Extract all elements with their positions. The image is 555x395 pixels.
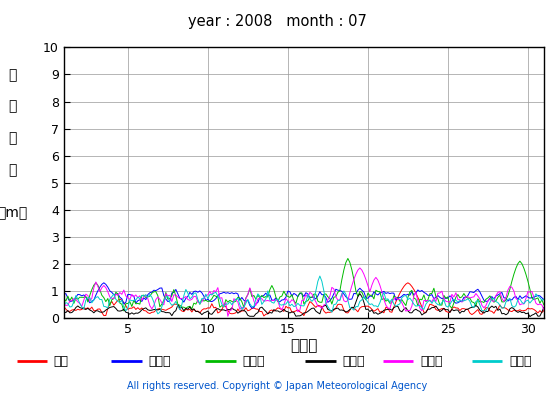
Line: 松前: 松前: [64, 283, 555, 316]
福江島: [60, 301, 67, 306]
Text: 石庫崎: 石庫崎: [243, 355, 265, 368]
X-axis label: （日）: （日）: [290, 339, 317, 354]
Text: year : 2008   month : 07: year : 2008 month : 07: [188, 14, 367, 29]
石庫崎: [120, 308, 127, 313]
江ノ島: [311, 295, 317, 300]
松前: [60, 304, 67, 309]
Text: 高: 高: [8, 163, 17, 177]
松前: [306, 299, 313, 304]
Line: 佐多岸: 佐多岸: [64, 276, 555, 314]
経ケ岸: [541, 305, 547, 310]
福江島: [541, 307, 547, 312]
佐多岸: [475, 298, 481, 303]
石庫崎: [437, 303, 443, 307]
松前: [275, 305, 281, 310]
石庫崎: [475, 297, 481, 301]
Text: 有: 有: [8, 68, 17, 82]
福江島: [356, 265, 363, 270]
Line: 石庫崎: 石庫崎: [64, 258, 555, 311]
福江島: [309, 292, 315, 296]
石庫崎: [541, 303, 547, 307]
佐多岸: [495, 300, 501, 305]
松前: [547, 314, 553, 319]
佐多岸: [316, 274, 323, 278]
Text: 佐多岸: 佐多岸: [509, 355, 532, 368]
福江島: [276, 305, 283, 310]
江ノ島: [100, 280, 107, 285]
石庫崎: [309, 295, 315, 300]
Text: （m）: （m）: [0, 206, 27, 220]
石庫崎: [345, 256, 351, 261]
福江島: [475, 293, 481, 298]
石庫崎: [276, 295, 283, 299]
佐多岸: [276, 302, 283, 307]
江ノ島: [437, 295, 443, 300]
松前: [492, 308, 499, 312]
佐多岸: [60, 303, 67, 308]
江ノ島: [541, 297, 547, 302]
松前: [538, 310, 545, 315]
Line: 福江島: 福江島: [64, 268, 555, 316]
松前: [435, 308, 441, 313]
福江島: [437, 291, 443, 295]
江ノ島: [475, 287, 481, 292]
江ノ島: [249, 306, 255, 310]
石庫崎: [495, 295, 501, 300]
経ケ岸: [275, 308, 281, 313]
Text: 松前: 松前: [54, 355, 69, 368]
松前: [472, 309, 479, 314]
Line: 経ケ岸: 経ケ岸: [64, 293, 555, 317]
福江島: [225, 314, 231, 319]
経ケ岸: [492, 304, 499, 309]
福江島: [495, 290, 501, 295]
経ケ岸: [435, 307, 441, 311]
Text: All rights reserved. Copyright © Japan Meteorological Agency: All rights reserved. Copyright © Japan M…: [128, 381, 427, 391]
石庫崎: [60, 296, 67, 301]
佐多岸: [437, 303, 443, 307]
江ノ島: [495, 293, 501, 297]
江ノ島: [279, 297, 285, 302]
松前: [405, 280, 411, 285]
経ケ岸: [472, 303, 479, 308]
経ケ岸: [356, 291, 363, 296]
Text: 江ノ島: 江ノ島: [148, 355, 171, 368]
Text: 波: 波: [8, 131, 17, 145]
佐多岸: [309, 299, 315, 304]
佐多岸: [541, 297, 547, 302]
佐多岸: [154, 312, 161, 316]
経ケ岸: [527, 314, 533, 319]
Text: 経ケ岸: 経ケ岸: [342, 355, 365, 368]
Text: 福江島: 福江島: [420, 355, 443, 368]
経ケ岸: [306, 307, 313, 312]
経ケ岸: [60, 309, 67, 314]
江ノ島: [60, 292, 67, 297]
Text: 義: 義: [8, 100, 17, 114]
Line: 江ノ島: 江ノ島: [64, 283, 555, 308]
